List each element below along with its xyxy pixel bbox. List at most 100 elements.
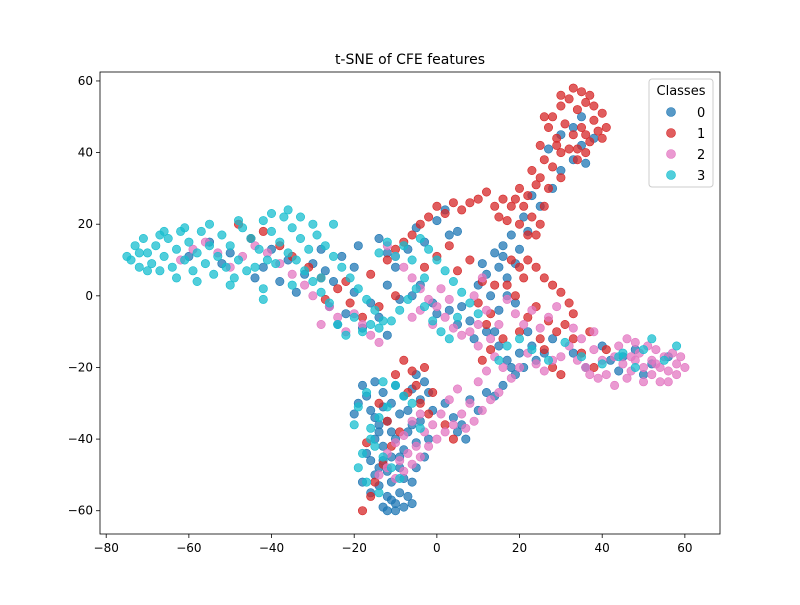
- data-point-class-3: [184, 237, 194, 247]
- data-point-class-1: [601, 123, 611, 133]
- plot-frame: [99, 71, 721, 535]
- data-point-class-2: [407, 273, 417, 283]
- data-point-class-2: [481, 366, 491, 376]
- data-point-class-3: [424, 244, 434, 254]
- data-point-class-3: [390, 251, 400, 261]
- data-point-class-0: [386, 495, 396, 505]
- data-point-class-2: [622, 373, 632, 383]
- data-point-class-0: [419, 377, 429, 387]
- data-point-class-0: [477, 259, 487, 269]
- data-point-class-1: [585, 90, 595, 100]
- data-point-class-2: [399, 466, 409, 476]
- data-point-class-1: [514, 219, 524, 229]
- data-point-class-1: [539, 201, 549, 211]
- data-point-class-3: [345, 273, 355, 283]
- data-point-class-0: [399, 502, 409, 512]
- y-tick-label: −60: [68, 504, 93, 518]
- data-point-class-0: [395, 409, 405, 419]
- data-point-class-2: [407, 416, 417, 426]
- data-point-class-2: [469, 416, 479, 426]
- data-point-class-0: [614, 366, 624, 376]
- data-point-class-2: [316, 319, 326, 329]
- data-point-class-2: [428, 420, 438, 430]
- data-point-class-3: [138, 234, 148, 244]
- data-point-class-3: [366, 434, 376, 444]
- data-point-class-3: [337, 262, 347, 272]
- data-point-class-2: [589, 327, 599, 337]
- data-point-class-3: [143, 248, 153, 258]
- data-point-class-2: [498, 362, 508, 372]
- data-point-class-0: [403, 491, 413, 501]
- data-point-class-0: [457, 302, 467, 312]
- data-point-class-1: [548, 280, 558, 290]
- data-point-class-3: [328, 251, 338, 261]
- data-point-class-3: [163, 234, 173, 244]
- data-point-class-3: [403, 294, 413, 304]
- data-point-class-1: [527, 212, 537, 222]
- data-point-class-3: [192, 248, 202, 258]
- data-point-class-0: [481, 387, 491, 397]
- data-point-class-1: [382, 255, 392, 265]
- y-tick-label: 20: [78, 217, 93, 231]
- data-point-class-1: [432, 201, 442, 211]
- data-point-class-3: [349, 312, 359, 322]
- data-point-class-0: [498, 380, 508, 390]
- legend-label-0: 0: [697, 106, 705, 121]
- data-point-class-3: [159, 251, 169, 261]
- data-point-class-3: [390, 380, 400, 390]
- data-point-class-0: [581, 158, 591, 168]
- data-point-class-1: [556, 370, 566, 380]
- data-point-class-3: [374, 413, 384, 423]
- data-point-class-2: [287, 269, 297, 279]
- data-point-class-3: [266, 226, 276, 236]
- data-point-class-1: [514, 262, 524, 272]
- data-point-class-1: [572, 105, 582, 115]
- data-point-class-3: [275, 237, 285, 247]
- data-point-class-2: [486, 334, 496, 344]
- data-point-class-2: [672, 370, 682, 380]
- legend-marker-3: [666, 170, 676, 180]
- data-point-class-2: [407, 459, 417, 469]
- data-point-class-3: [295, 212, 305, 222]
- data-point-class-3: [283, 205, 293, 215]
- data-point-class-3: [374, 248, 384, 258]
- data-point-class-2: [411, 441, 421, 451]
- data-point-class-3: [411, 284, 421, 294]
- data-point-class-1: [568, 309, 578, 319]
- data-point-class-1: [523, 312, 533, 322]
- data-point-class-1: [477, 355, 487, 365]
- data-point-class-1: [415, 398, 425, 408]
- data-point-class-1: [390, 291, 400, 301]
- data-point-class-1: [597, 133, 607, 143]
- data-point-class-1: [514, 183, 524, 193]
- data-point-class-1: [539, 273, 549, 283]
- data-point-class-2: [432, 434, 442, 444]
- data-point-class-3: [172, 273, 182, 283]
- data-point-class-1: [543, 183, 553, 193]
- data-point-class-2: [448, 420, 458, 430]
- data-point-class-2: [465, 327, 475, 337]
- data-point-class-0: [341, 309, 351, 319]
- data-point-class-3: [630, 362, 640, 372]
- data-point-class-3: [258, 284, 268, 294]
- data-point-class-3: [225, 280, 235, 290]
- data-point-class-3: [279, 212, 289, 222]
- data-point-class-1: [374, 398, 384, 408]
- data-point-class-1: [560, 319, 570, 329]
- data-point-class-0: [407, 477, 417, 487]
- data-point-class-3: [308, 276, 318, 286]
- y-tick-label: −40: [68, 432, 93, 446]
- data-point-class-2: [457, 409, 467, 419]
- data-point-class-3: [217, 230, 227, 240]
- data-point-class-3: [341, 330, 351, 340]
- data-point-class-1: [556, 173, 566, 183]
- data-point-class-1: [568, 130, 578, 140]
- data-point-class-2: [663, 366, 673, 376]
- data-point-class-3: [395, 305, 405, 315]
- data-point-class-2: [432, 302, 442, 312]
- data-point-class-1: [428, 387, 438, 397]
- data-point-class-1: [531, 180, 541, 190]
- data-point-class-3: [378, 377, 388, 387]
- data-point-class-3: [324, 298, 334, 308]
